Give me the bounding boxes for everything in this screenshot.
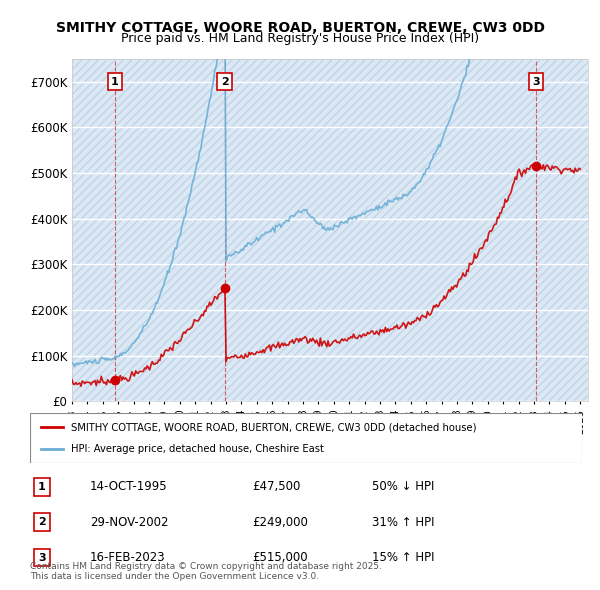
Text: 1: 1 — [38, 482, 46, 491]
Text: £515,000: £515,000 — [252, 551, 308, 564]
Text: £47,500: £47,500 — [252, 480, 301, 493]
Text: 3: 3 — [532, 77, 540, 87]
Bar — [72, 59, 588, 401]
Text: SMITHY COTTAGE, WOORE ROAD, BUERTON, CREWE, CW3 0DD: SMITHY COTTAGE, WOORE ROAD, BUERTON, CRE… — [56, 21, 545, 35]
Text: 15% ↑ HPI: 15% ↑ HPI — [372, 551, 434, 564]
Text: 14-OCT-1995: 14-OCT-1995 — [90, 480, 167, 493]
Text: Contains HM Land Registry data © Crown copyright and database right 2025.
This d: Contains HM Land Registry data © Crown c… — [30, 562, 382, 581]
Text: 50% ↓ HPI: 50% ↓ HPI — [372, 480, 434, 493]
Text: HPI: Average price, detached house, Cheshire East: HPI: Average price, detached house, Ches… — [71, 444, 324, 454]
Text: 1: 1 — [111, 77, 119, 87]
Text: 2: 2 — [221, 77, 229, 87]
Text: Price paid vs. HM Land Registry's House Price Index (HPI): Price paid vs. HM Land Registry's House … — [121, 32, 479, 45]
Text: 2: 2 — [38, 517, 46, 527]
Text: SMITHY COTTAGE, WOORE ROAD, BUERTON, CREWE, CW3 0DD (detached house): SMITHY COTTAGE, WOORE ROAD, BUERTON, CRE… — [71, 422, 477, 432]
Text: 16-FEB-2023: 16-FEB-2023 — [90, 551, 166, 564]
Text: £249,000: £249,000 — [252, 516, 308, 529]
Text: 31% ↑ HPI: 31% ↑ HPI — [372, 516, 434, 529]
Text: 29-NOV-2002: 29-NOV-2002 — [90, 516, 169, 529]
Text: 3: 3 — [38, 553, 46, 562]
